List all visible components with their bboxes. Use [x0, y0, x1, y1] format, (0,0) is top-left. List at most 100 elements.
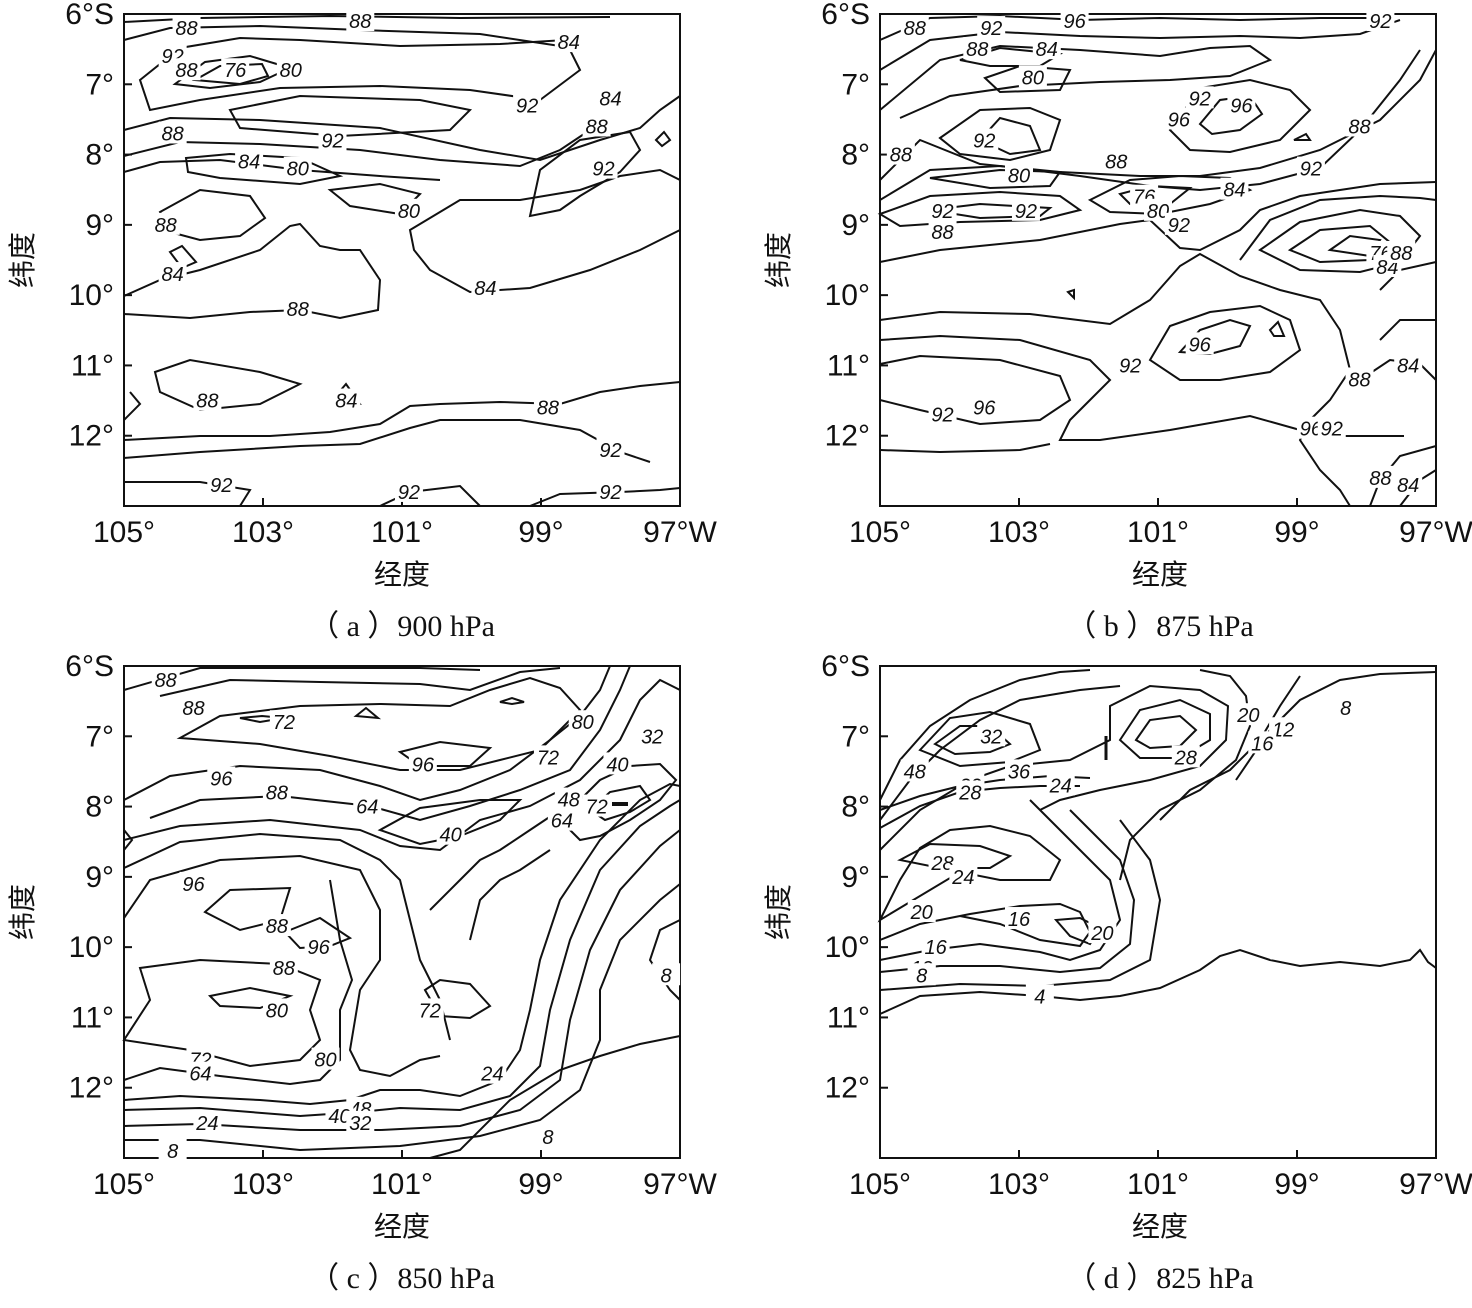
- contour-label-bg: [1185, 332, 1214, 355]
- contour-label: 92: [398, 482, 420, 504]
- contour-line: [648, 919, 681, 1001]
- y-tick-label: 11°: [71, 349, 114, 382]
- contour-line: [558, 762, 678, 842]
- contour-label: 84: [162, 264, 184, 286]
- contour-label-bg: [900, 16, 929, 39]
- contour-label-bg: [269, 710, 298, 733]
- contour-label-bg: [1018, 65, 1047, 88]
- contour-label-bg: [1220, 177, 1249, 200]
- contour-line: [159, 667, 561, 697]
- panel-caption: （ c ）850 hPa: [309, 1262, 495, 1295]
- contour-label-bg: [471, 276, 500, 299]
- contour-line: [879, 799, 1122, 962]
- contour-label-bg: [1164, 107, 1193, 130]
- contour-label-bg: [533, 395, 562, 418]
- contour-label: 80: [314, 1050, 336, 1072]
- contour-label-bg: [1060, 9, 1089, 32]
- contour-label-bg: [596, 479, 625, 502]
- contour-label-bg: [172, 16, 201, 39]
- contour-label-bg: [554, 787, 583, 810]
- contour-label-bg: [179, 871, 208, 894]
- y-axis-title: 纬度: [6, 232, 39, 288]
- contour-label: 88: [1348, 116, 1370, 138]
- contour-label-bg: [346, 1110, 375, 1133]
- contour-label-bg: [436, 822, 465, 845]
- contour-label-bg: [1025, 984, 1054, 1007]
- contour-line: [153, 358, 303, 412]
- contour-line: [1293, 132, 1312, 141]
- x-tick-label: 101°: [371, 516, 433, 549]
- contour-label: 92: [1119, 355, 1141, 377]
- contour-line: [1168, 78, 1312, 154]
- contour-label-bg: [1116, 353, 1145, 376]
- contour-line: [123, 391, 142, 421]
- contour-label-bg: [235, 149, 264, 172]
- contour-label-bg: [408, 752, 437, 775]
- contour-label: 88: [1105, 152, 1127, 174]
- contour-label-bg: [949, 864, 978, 887]
- panel-caption: （ b ）875 hPa: [1066, 610, 1254, 643]
- contour-label: 88: [162, 123, 184, 145]
- contour-label: 4: [1034, 986, 1045, 1008]
- panel-c-850hpa: 105° 103° 101° 99° 97°W6°S7°8°9°10°11°12° 88…: [6, 650, 718, 1295]
- contour-label-bg: [179, 696, 208, 719]
- contour-line: [1268, 320, 1286, 337]
- contour-label-bg: [172, 58, 201, 81]
- contour-label: 96: [1168, 109, 1191, 131]
- y-tick-label: 10°: [825, 279, 870, 312]
- contour-label-bg: [193, 1110, 222, 1133]
- x-tick-label: 105°: [93, 1168, 155, 1201]
- contour-line: [176, 676, 582, 771]
- y-tick-label: 7°: [841, 720, 870, 753]
- y-tick-label: 6°S: [65, 650, 114, 683]
- contour-line: [123, 799, 681, 1118]
- contour-label: 88: [349, 11, 371, 33]
- contour-label: 28: [930, 853, 953, 875]
- x-tick-label: 101°: [371, 1168, 433, 1201]
- contour-label: 24: [480, 1064, 503, 1086]
- contour-line: [1379, 319, 1436, 341]
- contour-label: 92: [599, 440, 621, 462]
- y-tick-label: 8°: [85, 139, 114, 172]
- contour-line: [123, 854, 441, 1078]
- y-tick-label: 6°S: [821, 650, 870, 683]
- contour-line: [879, 809, 1136, 974]
- contour-line: [1239, 194, 1437, 261]
- contour-label: 88: [155, 670, 177, 692]
- x-tick-label: 103°: [988, 1168, 1050, 1201]
- contour-line: [879, 902, 1092, 948]
- y-axis-title: 纬度: [6, 884, 39, 940]
- contour-label: 28: [1174, 747, 1197, 769]
- contour-labels: 88 88 84 92 88 76 80 92 84 88 88 92 84 92 80 80 88 84 84 88…: [151, 9, 625, 504]
- y-tick-label: 10°: [69, 279, 114, 312]
- contour-label: 72: [537, 747, 559, 769]
- contour-label-bg: [589, 156, 618, 179]
- contour-line: [929, 168, 1062, 190]
- contour-line: [203, 886, 292, 932]
- contour-label-bg: [921, 935, 950, 958]
- panel-a-900hpa: 105° 103° 101° 99° 97°W 6°S 7° 8° 9° 10° 11° 12° 88…: [6, 0, 718, 643]
- contour-label-bg: [207, 766, 236, 789]
- contour-label-bg: [283, 297, 312, 320]
- y-tick-label: 9°: [841, 861, 870, 894]
- contour-label-bg: [207, 472, 236, 495]
- contour-line: [123, 678, 681, 852]
- contour-label: 96: [182, 874, 205, 896]
- contour-label: 72: [585, 797, 607, 819]
- contour-label: 16: [924, 937, 947, 959]
- contour-label: 96: [1300, 419, 1323, 441]
- contour-line: [1087, 174, 1253, 216]
- contour-label: 92: [592, 159, 614, 181]
- contour-label: 92: [321, 131, 343, 153]
- x-tick-label: 101°: [1127, 1168, 1189, 1201]
- contour-label: 64: [356, 797, 378, 819]
- contour-label-bg: [1032, 37, 1061, 60]
- contour-label: 80: [1147, 201, 1169, 223]
- contour-label: 24: [195, 1113, 218, 1135]
- contour-line: [879, 443, 1051, 454]
- contour-line: [228, 94, 473, 138]
- contour-label: 88: [155, 215, 177, 237]
- x-tick-label: 97°W: [643, 516, 717, 549]
